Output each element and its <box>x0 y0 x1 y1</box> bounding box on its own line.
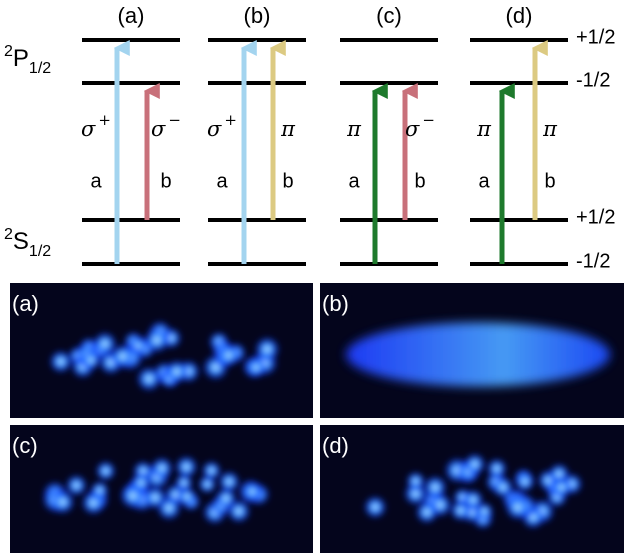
polarization-sign: + <box>98 111 111 129</box>
ion <box>422 475 448 501</box>
camera-image: (a) <box>10 283 313 418</box>
ion <box>95 460 117 482</box>
beam-label: b <box>544 170 555 192</box>
polarization-label: π <box>346 117 362 141</box>
column-label: (a) <box>118 3 145 28</box>
ion <box>109 343 135 369</box>
polarization-symbol: π <box>542 117 558 141</box>
state-subscript: 1/2 <box>29 60 51 77</box>
ion <box>150 456 174 480</box>
beam-label: a <box>478 170 490 192</box>
beam-label: b <box>414 170 425 192</box>
ion <box>514 471 536 493</box>
polarization-label: σ− <box>151 111 181 141</box>
beam-label: a <box>348 170 360 192</box>
polarization-symbol: π <box>476 117 492 141</box>
beam-label: b <box>160 170 171 192</box>
ion <box>504 494 531 521</box>
polarization-symbol: σ <box>151 117 166 141</box>
column-label: (b) <box>244 3 271 28</box>
ion <box>214 487 238 511</box>
polarization-symbol: σ <box>81 117 96 141</box>
image-label: (b) <box>322 291 349 316</box>
ion <box>405 471 426 492</box>
ion <box>463 452 487 476</box>
ion <box>254 336 281 363</box>
image-panels: (a) (b) (c) (d) <box>10 283 624 553</box>
ion <box>363 495 388 520</box>
ion <box>242 481 263 502</box>
state-label: 2P1/2 <box>4 43 51 77</box>
sublevel-label: +1/2 <box>576 26 615 48</box>
polarization-symbol: π <box>346 117 362 141</box>
ion <box>174 455 198 479</box>
state-letter: S <box>13 228 29 255</box>
sublevel-label: -1/2 <box>576 69 610 91</box>
beam-label: a <box>90 170 102 192</box>
ion <box>50 489 76 515</box>
ion <box>90 480 110 500</box>
polarization-label: π <box>476 117 492 141</box>
figure: (a)σ+aσ−b(b)σ+aπb(c)πaσ−b(d)πaπb2P1/22S1… <box>0 0 628 556</box>
state-label: 2S1/2 <box>4 226 51 260</box>
ion <box>486 457 508 479</box>
beam-label: a <box>216 170 228 192</box>
ion <box>136 365 163 392</box>
polarization-label: σ+ <box>81 111 111 141</box>
polarization-sign: + <box>224 111 237 129</box>
polarization-label: π <box>542 117 558 141</box>
camera-image: (d) <box>320 425 624 553</box>
ion <box>550 476 573 499</box>
camera-image: (b) <box>320 283 624 418</box>
state-subscript: 1/2 <box>29 243 51 260</box>
energy-level-diagram: (a)σ+aσ−b(b)σ+aπb(c)πaσ−b(d)πaπb2P1/22S1… <box>4 3 615 272</box>
ion <box>130 472 152 494</box>
ion <box>143 326 171 354</box>
column-label: (c) <box>376 3 402 28</box>
polarization-sign: − <box>168 111 181 129</box>
polarization-symbol: π <box>280 117 296 141</box>
ion <box>462 488 485 511</box>
ion <box>80 349 102 371</box>
ion-cloud <box>346 323 610 387</box>
ion <box>164 359 189 384</box>
state-letter: P <box>13 45 29 72</box>
sublevel-label: -1/2 <box>576 250 610 272</box>
polarization-symbol: σ <box>207 117 222 141</box>
camera-image: (c) <box>10 425 313 553</box>
polarization-label: σ− <box>405 111 435 141</box>
polarization-sign: − <box>422 111 435 129</box>
ion <box>415 500 440 525</box>
sublevel-label: +1/2 <box>576 206 615 228</box>
image-label: (c) <box>12 433 38 458</box>
polarization-label: π <box>280 117 296 141</box>
ion <box>48 349 73 374</box>
column-label: (d) <box>506 3 533 28</box>
beam-label: b <box>282 170 293 192</box>
image-label: (d) <box>322 433 349 458</box>
state-superscript: 2 <box>4 43 13 60</box>
ion <box>216 343 241 368</box>
image-label: (a) <box>12 291 39 316</box>
ion <box>176 486 197 507</box>
polarization-label: σ+ <box>207 111 237 141</box>
polarization-symbol: σ <box>405 117 420 141</box>
state-superscript: 2 <box>4 226 13 243</box>
